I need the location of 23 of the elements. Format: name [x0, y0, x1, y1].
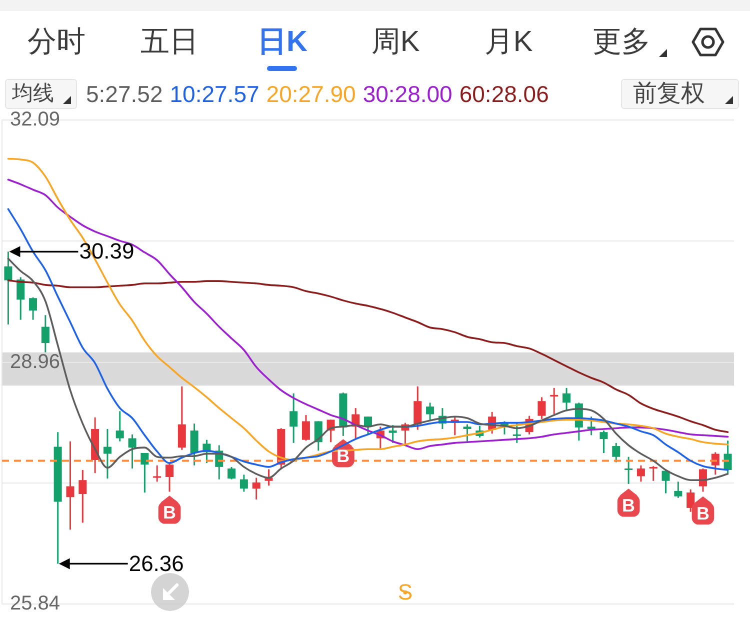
y-tick-label: 28.96 — [10, 350, 60, 373]
text: 30:28.00 — [362, 81, 452, 107]
candlestick — [550, 388, 558, 414]
text: 更多 — [592, 26, 650, 58]
text: 五日 — [140, 26, 198, 58]
data-label: B — [622, 496, 636, 516]
text: 月K — [484, 26, 533, 58]
dropdown-button: 均线 — [5, 79, 77, 109]
text: 周K — [371, 26, 420, 58]
y-tick-label: 25.84 — [10, 592, 60, 615]
y-tick-label: 32.09 — [10, 108, 60, 131]
dropdown-button: 前复权 — [621, 79, 739, 109]
data-label: B — [162, 502, 176, 523]
candlestick — [649, 466, 658, 481]
text: 日K — [258, 26, 308, 58]
data-label: B — [336, 446, 350, 466]
text: 5:27.52 — [86, 81, 163, 107]
text: 20:27.90 — [266, 81, 356, 107]
text: 26.36 — [128, 550, 184, 576]
text: 60:28.06 — [459, 81, 549, 107]
text: 分时 — [28, 26, 86, 58]
text: 10:27.57 — [170, 81, 260, 107]
data-label: B — [696, 503, 710, 524]
